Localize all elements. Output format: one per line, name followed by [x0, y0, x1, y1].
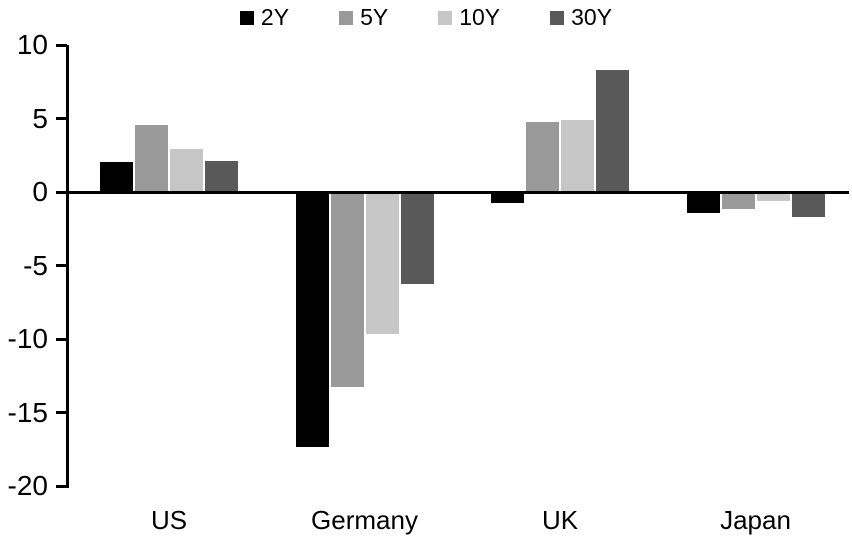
bar-uk-10y	[560, 118, 595, 192]
bar-uk-30y	[595, 68, 630, 192]
bar-uk-2y	[490, 192, 525, 204]
x-axis-line	[56, 190, 849, 194]
y-tick-label: -5	[23, 249, 48, 281]
bar-japan-5y	[720, 192, 756, 210]
y-tick-label: 0	[32, 176, 48, 207]
legend-label: 10Y	[459, 4, 501, 30]
y-tick-mark	[56, 337, 67, 341]
bar-japan-30y	[790, 192, 826, 219]
bar-germany-10y	[364, 192, 400, 335]
y-tick-label: 5	[32, 102, 48, 134]
category-label-uk: UK	[541, 505, 579, 535]
chart-legend: 2Y 5Y 10Y 30Y	[0, 6, 852, 29]
y-tick-mark	[56, 117, 67, 120]
bar-germany-2y	[294, 192, 330, 448]
legend-label: 5Y	[360, 4, 389, 30]
legend-swatch-icon	[339, 10, 354, 25]
bar-us-2y	[99, 161, 134, 192]
bar-germany-5y	[329, 192, 365, 388]
bar-germany-30y	[399, 192, 435, 285]
y-tick-mark	[56, 411, 67, 414]
y-tick-mark	[56, 43, 67, 47]
legend-item-2y: 2Y	[239, 4, 290, 30]
bar-uk-5y	[525, 121, 560, 192]
y-tick-label: -20	[7, 470, 48, 501]
bar-us-5y	[134, 124, 169, 192]
category-label-japan: Japan	[720, 505, 791, 535]
bar-japan-10y	[755, 192, 791, 203]
legend-label: 30Y	[571, 4, 613, 30]
y-tick-label: 10	[16, 29, 48, 60]
legend-item-10y: 10Y	[438, 6, 500, 29]
bar-japan-2y	[685, 192, 721, 215]
y-tick-label: -15	[7, 396, 48, 428]
y-tick-label: -10	[7, 323, 48, 354]
bar-us-30y	[204, 159, 239, 192]
category-label-us: US	[150, 505, 188, 535]
legend-label: 2Y	[260, 4, 290, 30]
y-tick-mark	[56, 484, 67, 488]
category-label-germany: Germany	[311, 505, 418, 535]
legend-item-30y: 30Y	[550, 6, 612, 29]
bar-us-10y	[169, 147, 204, 192]
legend-swatch-icon	[550, 10, 565, 25]
y-axis-line	[66, 45, 69, 488]
legend-item-5y: 5Y	[339, 6, 388, 29]
legend-swatch-icon	[438, 10, 453, 25]
y-tick-mark	[56, 264, 67, 267]
legend-swatch-icon	[239, 10, 254, 25]
